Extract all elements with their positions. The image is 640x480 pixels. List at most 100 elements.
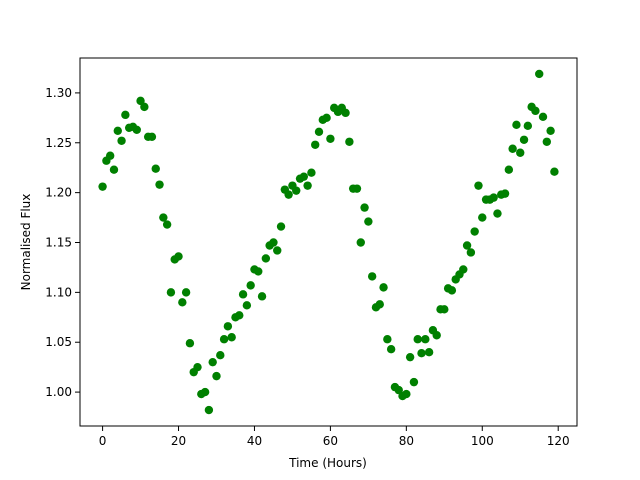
data-point [257, 292, 267, 301]
data-point [117, 136, 126, 145]
data-point [512, 120, 521, 130]
data-point [98, 182, 107, 191]
data-point [292, 186, 301, 195]
data-point [478, 213, 487, 222]
data-point [341, 108, 350, 118]
data-point [200, 387, 210, 397]
x-tick-label: 40 [247, 434, 262, 448]
data-point [352, 184, 362, 193]
data-point [303, 181, 312, 190]
data-point [421, 335, 430, 344]
data-point [459, 265, 468, 274]
data-point [535, 69, 544, 79]
data-point [538, 112, 548, 122]
data-point [227, 333, 236, 342]
data-point [162, 220, 172, 229]
data-point [208, 357, 217, 367]
data-point [447, 286, 457, 295]
data-point [394, 385, 403, 395]
data-point [204, 405, 214, 415]
data-point [550, 167, 559, 176]
data-point [216, 350, 225, 360]
y-tick-label: 1.10 [45, 285, 72, 299]
y-tick-label: 1.25 [45, 136, 72, 150]
data-point [178, 298, 187, 307]
data-point [314, 127, 324, 136]
data-point [284, 190, 293, 199]
data-point [379, 283, 388, 292]
x-axis-label: Time (Hours) [288, 456, 367, 470]
data-point [542, 137, 552, 146]
data-point [466, 248, 476, 257]
data-point [356, 238, 365, 247]
data-point [307, 168, 316, 177]
data-point [367, 272, 377, 281]
data-point [113, 126, 122, 136]
data-point [276, 222, 286, 231]
data-point [413, 335, 422, 344]
data-point [424, 348, 434, 357]
data-point [546, 126, 555, 136]
data-point [155, 180, 164, 189]
x-tick-label: 60 [323, 434, 338, 448]
data-point [140, 102, 149, 112]
data-point [383, 335, 392, 344]
data-point [493, 209, 502, 218]
data-point [405, 352, 415, 362]
data-point [151, 164, 160, 173]
data-point [246, 281, 255, 290]
y-tick-label: 1.15 [45, 235, 72, 249]
data-point [440, 305, 449, 314]
data-point [132, 125, 141, 135]
x-tick-label: 80 [399, 434, 414, 448]
data-point [432, 331, 441, 340]
data-point [519, 135, 529, 144]
data-point [504, 165, 514, 174]
data-point [531, 106, 540, 116]
data-point [322, 113, 331, 123]
data-point [360, 203, 369, 212]
data-point [159, 213, 168, 222]
data-point [261, 254, 271, 263]
data-point [462, 241, 472, 250]
data-point [254, 267, 263, 276]
data-point [105, 151, 115, 160]
data-point [121, 110, 130, 120]
x-tick-label: 120 [547, 434, 570, 448]
x-tick-label: 20 [171, 434, 186, 448]
y-tick-label: 1.05 [45, 335, 72, 349]
y-tick-label: 1.00 [45, 385, 72, 399]
data-point [345, 137, 354, 146]
data-point [193, 362, 202, 372]
data-point [174, 252, 183, 261]
data-point [136, 96, 145, 106]
data-point [508, 144, 517, 153]
data-point [326, 134, 335, 143]
data-point [516, 148, 525, 157]
data-point [299, 172, 309, 181]
data-point [273, 246, 282, 255]
data-point [147, 132, 157, 141]
data-point [386, 345, 396, 354]
y-tick-label: 1.20 [45, 186, 72, 200]
data-point [109, 165, 119, 174]
data-point [523, 121, 533, 131]
y-axis-label: Normalised Flux [19, 194, 33, 291]
data-point [470, 227, 479, 236]
data-point [489, 193, 498, 202]
data-point [242, 301, 252, 310]
data-point [402, 389, 411, 399]
data-point [235, 311, 244, 320]
x-tick-label: 0 [99, 434, 107, 448]
data-point [185, 339, 195, 348]
data-point [181, 288, 191, 297]
y-tick-label: 1.30 [45, 86, 72, 100]
data-point [500, 189, 510, 198]
data-point [364, 217, 373, 226]
data-point [417, 348, 426, 358]
data-point [269, 238, 278, 247]
data-point [223, 322, 233, 331]
plot-area [98, 69, 559, 415]
